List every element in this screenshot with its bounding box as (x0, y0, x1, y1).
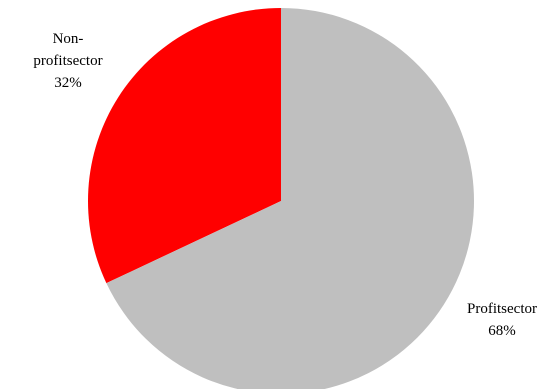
pie-slice-non-profitsector (87, 8, 281, 284)
slice-label-name-line-1: Non- (52, 31, 84, 47)
slice-label-name-line-2: profitsector (33, 53, 103, 69)
slice-label-profitsector: Profitsector 68% (450, 298, 553, 342)
slice-label-value: 68% (488, 323, 516, 339)
pie-slice-profitsector (106, 8, 474, 389)
slice-label-non-profitsector: Non- profitsector 32% (22, 28, 114, 94)
slice-label-name: Profitsector (467, 301, 537, 317)
slice-label-value: 32% (54, 75, 82, 91)
